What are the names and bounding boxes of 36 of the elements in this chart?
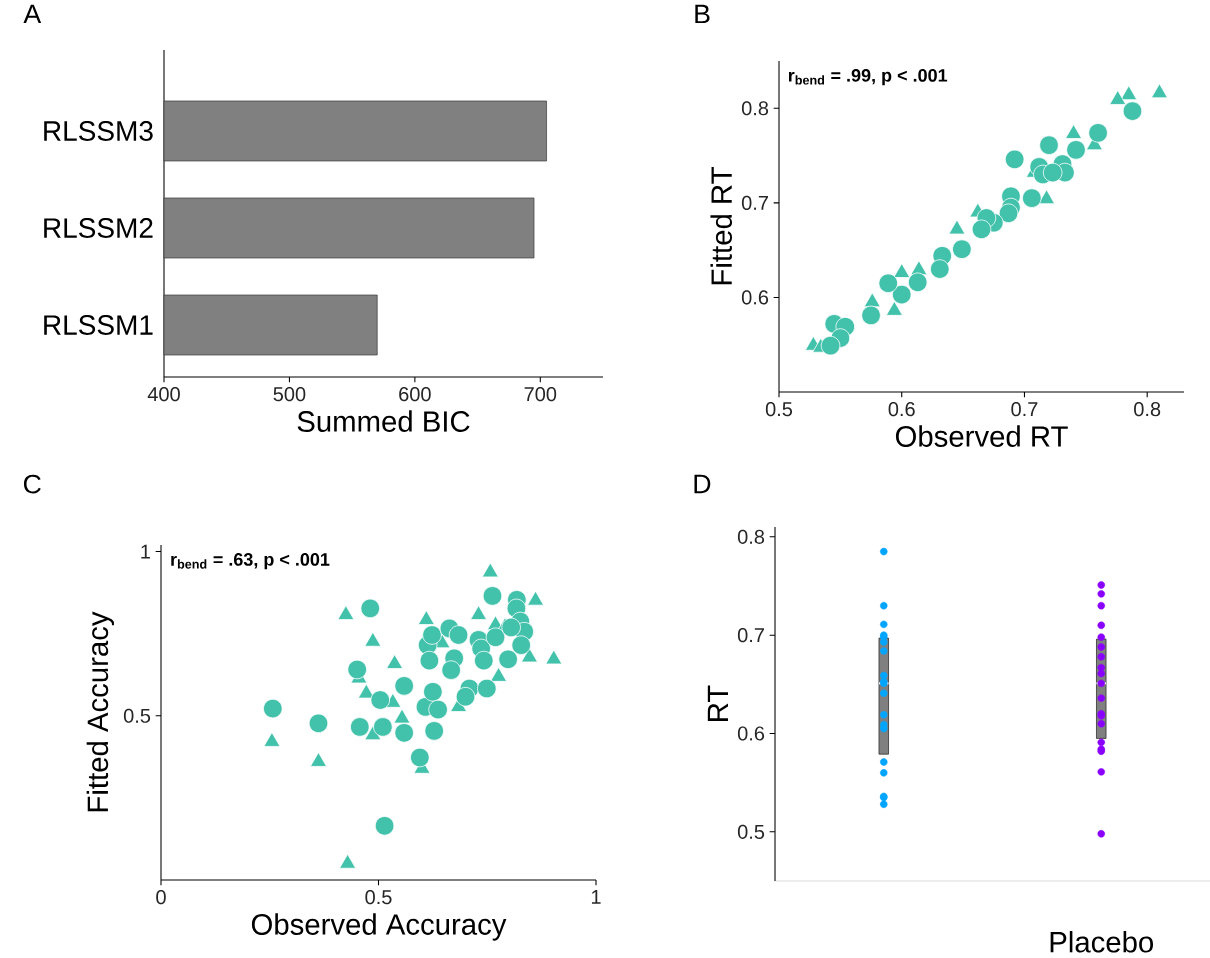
x-tick-label: 0.5	[765, 402, 793, 417]
x-axis-title: Observed Accuracy	[251, 913, 507, 941]
y-tick-label: 0.8	[737, 529, 765, 544]
x-tick-label: 400	[147, 387, 180, 402]
x-tick-label: Placebo	[1050, 931, 1153, 953]
x-tick-label: 0.8	[1134, 402, 1161, 417]
y-tick-label: 0.6	[741, 290, 769, 305]
y-tick-label: RLSSM3	[44, 121, 153, 141]
x-tick-label: 1	[591, 890, 601, 904]
y-tick-label: 0.8	[741, 101, 769, 116]
chart-title: A	[23, 4, 42, 24]
x-tick-label: 600	[399, 387, 431, 402]
y-tick-label: 0.6	[737, 726, 765, 741]
x-axis-title: Summed BIC	[297, 410, 470, 432]
chart-title: C	[23, 474, 41, 494]
y-axis-title: Fitted Accuracy	[86, 611, 114, 812]
x-tick-label: 700	[524, 387, 557, 402]
y-tick-label: 1	[141, 544, 150, 559]
chart-title: B	[695, 4, 710, 24]
y-tick-label: 0.7	[737, 628, 764, 643]
chart-title: D	[694, 474, 711, 494]
x-axis-title: Observed RT	[895, 425, 1068, 447]
x-tick-label: 0.6	[888, 402, 915, 417]
y-tick-label: RLSSM1	[44, 315, 153, 335]
y-axis-title: Fitted RT	[710, 167, 733, 285]
x-tick-label: 0	[156, 890, 166, 905]
y-tick-label: 0.5	[123, 708, 151, 723]
x-tick-label: 0.5	[365, 890, 392, 905]
y-tick-label: 0.7	[741, 195, 768, 210]
y-axis-title: RT	[707, 685, 729, 721]
x-tick-label: 0.7	[1011, 402, 1038, 417]
annotation: r$_{bend}$ = .63, p < .001	[171, 553, 330, 570]
annotation: r$_{bend}$ = .99, p < .001	[788, 69, 948, 86]
y-tick-label: 0.5	[737, 824, 765, 839]
y-tick-label: RLSSM2	[44, 218, 153, 238]
x-tick-label: 500	[273, 387, 306, 402]
